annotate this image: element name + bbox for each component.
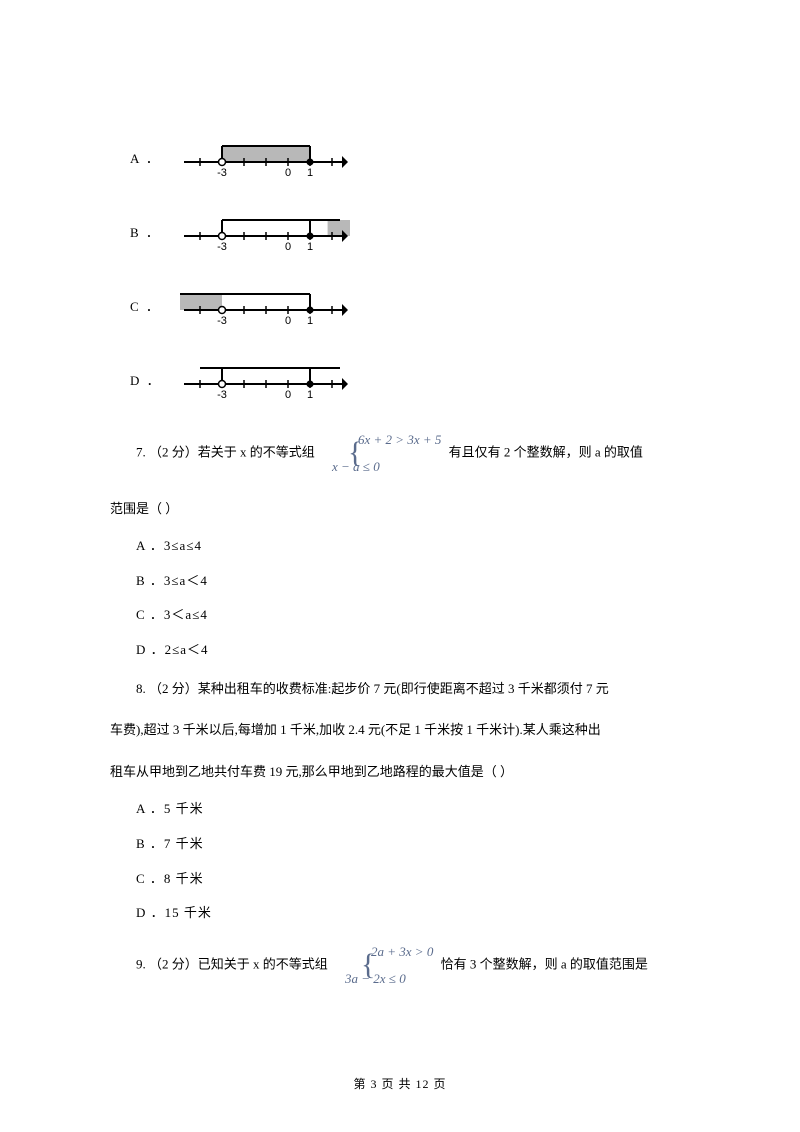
q9-text1: 9. （2 分）已知关于 x 的不等式组: [136, 956, 328, 971]
q6-option-a: A ． -3 0 1: [110, 130, 690, 176]
numline-a: -3 0 1: [180, 130, 350, 176]
q6-a-label: A ．: [110, 149, 180, 176]
svg-text:0: 0: [285, 241, 291, 250]
q8-b: B ．7 千米: [110, 834, 690, 855]
q7-text2: 有且仅有 2 个整数解，则 a 的取值: [449, 444, 643, 459]
q6-option-d: D ． -3 0 1: [110, 352, 690, 398]
svg-text:1: 1: [307, 241, 313, 250]
q7-d: D ．2≤a＜4: [110, 640, 690, 661]
svg-text:1: 1: [307, 389, 313, 398]
svg-text:0: 0: [285, 315, 291, 324]
q6-b-label: B ．: [110, 223, 180, 250]
q7-eq1: 6x + 2 > 3x + 5: [358, 432, 441, 447]
svg-text:1: 1: [307, 167, 313, 176]
q9-stem: 9. （2 分）已知关于 x 的不等式组 { 2a + 3x > 0 3a − …: [110, 938, 690, 993]
q7-c: C ．3＜a≤4: [110, 605, 690, 626]
q8-d: D ．15 千米: [110, 903, 690, 924]
q7-b: B ．3≤a＜4: [110, 571, 690, 592]
q8-c: C ．8 千米: [110, 869, 690, 890]
q6-c-label: C ．: [110, 297, 180, 324]
q6-option-c: C ． -3 0 1: [110, 278, 690, 324]
page-footer: 第 3 页 共 12 页: [0, 1075, 800, 1092]
numline-c: -3 0 1: [180, 278, 350, 324]
q7-cases: { 6x + 2 > 3x + 5 x − a ≤ 0: [322, 426, 441, 481]
q8-line1: 8. （2 分）某种出租车的收费标准:起步价 7 元(即行使距离不超过 3 千米…: [110, 675, 690, 702]
svg-text:-3: -3: [217, 315, 227, 324]
svg-text:0: 0: [285, 167, 291, 176]
q9-cases: { 2a + 3x > 0 3a − 2x ≤ 0: [335, 938, 433, 993]
q6-option-b: B ． -3 0 1: [110, 204, 690, 250]
svg-text:0: 0: [285, 389, 291, 398]
q8-line2: 车费),超过 3 千米以后,每增加 1 千米,加收 2.4 元(不足 1 千米按…: [110, 716, 690, 743]
q6-d-label: D ．: [110, 371, 180, 398]
svg-text:-3: -3: [217, 167, 227, 176]
svg-text:-3: -3: [217, 389, 227, 398]
q9-text2: 恰有 3 个整数解，则 a 的取值范围是: [441, 956, 648, 971]
q7-text3: 范围是（ ）: [110, 495, 690, 522]
brace-icon: {: [335, 950, 375, 980]
numline-d: -3 0 1: [180, 352, 350, 398]
q8-a: A ．5 千米: [110, 799, 690, 820]
q7-stem: 7. （2 分）若关于 x 的不等式组 { 6x + 2 > 3x + 5 x …: [110, 426, 690, 481]
q8-line3: 租车从甲地到乙地共付车费 19 元,那么甲地到乙地路程的最大值是（ ）: [110, 758, 690, 785]
svg-text:-3: -3: [217, 241, 227, 250]
page-body: A ． -3 0 1 B ． -3 0 1 C ． -3 0 1 D ． -3 0 1 7. （…: [0, 0, 800, 1047]
svg-text:1: 1: [307, 315, 313, 324]
q7-text1: 7. （2 分）若关于 x 的不等式组: [136, 444, 315, 459]
brace-icon: {: [322, 438, 362, 468]
q9-eq1: 2a + 3x > 0: [371, 944, 433, 959]
q7-a: A ．3≤a≤4: [110, 536, 690, 557]
numline-b: -3 0 1: [180, 204, 350, 250]
